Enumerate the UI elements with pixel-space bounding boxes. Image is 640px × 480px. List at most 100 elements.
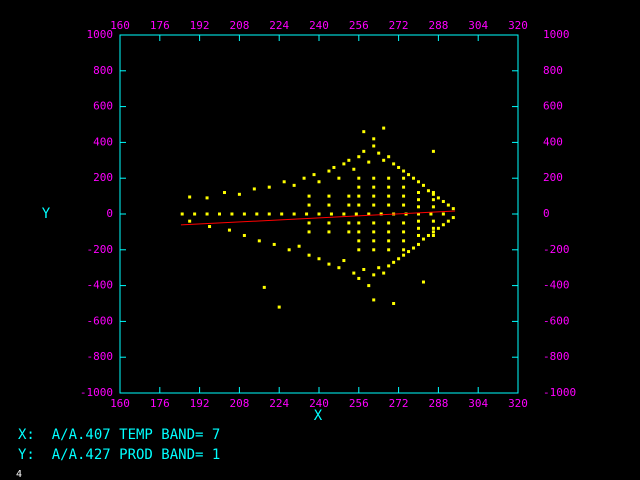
y-tick-label-right: 800 — [543, 64, 563, 77]
point — [255, 212, 259, 216]
point — [297, 244, 301, 248]
point — [387, 155, 391, 159]
y-axis-label: Y — [42, 206, 51, 222]
point — [367, 160, 371, 164]
point — [312, 173, 316, 177]
point — [402, 203, 406, 207]
point — [372, 273, 376, 277]
point — [347, 203, 351, 207]
point — [431, 192, 435, 196]
point — [327, 262, 331, 266]
point — [441, 223, 445, 227]
point — [372, 137, 376, 141]
point — [230, 212, 234, 216]
point — [342, 162, 346, 166]
point — [327, 221, 331, 225]
x-tick-label: 192 — [190, 397, 210, 410]
point — [387, 185, 391, 189]
y-tick-label-right: 1000 — [543, 28, 570, 41]
point — [402, 253, 406, 257]
point — [292, 212, 296, 216]
point — [362, 149, 366, 153]
footer: 4 — [16, 469, 22, 480]
point — [431, 149, 435, 153]
point — [337, 176, 341, 180]
point — [372, 185, 376, 189]
point — [372, 221, 376, 225]
x-tick-label-top: 240 — [309, 19, 329, 32]
point — [426, 233, 430, 237]
point — [307, 203, 311, 207]
point — [362, 267, 366, 271]
x-tick-label: 288 — [428, 397, 448, 410]
x-tick-label-top: 304 — [468, 19, 488, 32]
point — [372, 194, 376, 198]
point — [357, 239, 361, 243]
point — [451, 207, 455, 211]
y-tick-label: 1000 — [87, 28, 114, 41]
point — [372, 239, 376, 243]
point — [367, 212, 371, 216]
point — [397, 257, 401, 261]
point — [412, 176, 416, 180]
point — [377, 151, 381, 155]
point — [347, 230, 351, 234]
point — [426, 189, 430, 193]
point — [402, 176, 406, 180]
point — [429, 212, 433, 216]
y-tick-label: 0 — [106, 207, 113, 220]
point — [431, 233, 435, 237]
point — [188, 219, 192, 223]
x-tick-label: 304 — [468, 397, 488, 410]
y-info: Y: A/A.427 PROD BAND= 1 — [18, 447, 220, 463]
point — [362, 130, 366, 134]
point — [342, 212, 346, 216]
point — [287, 248, 291, 252]
point — [329, 212, 333, 216]
point — [431, 191, 435, 195]
y-tick-label: -200 — [87, 243, 114, 256]
x-tick-label: 160 — [110, 397, 130, 410]
point — [387, 176, 391, 180]
point — [357, 221, 361, 225]
y-tick-label: 200 — [93, 171, 113, 184]
y-tick-label: 800 — [93, 64, 113, 77]
point — [421, 280, 425, 284]
point — [372, 298, 376, 302]
point — [392, 260, 396, 264]
point — [357, 230, 361, 234]
point — [327, 230, 331, 234]
point — [441, 212, 445, 216]
point — [402, 230, 406, 234]
point — [431, 226, 435, 230]
point — [387, 221, 391, 225]
point — [317, 180, 321, 184]
point — [382, 158, 386, 162]
point — [327, 203, 331, 207]
y-tick-label-right: -1000 — [543, 386, 576, 399]
point — [417, 198, 420, 202]
point — [302, 176, 306, 180]
point — [382, 126, 386, 130]
point — [307, 194, 311, 198]
point — [441, 199, 445, 203]
point — [417, 205, 420, 209]
point — [347, 158, 351, 162]
y-tick-label-right: 600 — [543, 100, 563, 113]
point — [337, 266, 341, 270]
point — [305, 212, 309, 216]
point — [412, 246, 416, 250]
point — [180, 212, 184, 216]
x-tick-label-top: 320 — [508, 19, 528, 32]
point — [436, 196, 440, 200]
y-tick-label: -800 — [87, 350, 114, 363]
y-tick-label: -600 — [87, 314, 114, 327]
point — [357, 194, 361, 198]
point — [431, 219, 435, 223]
x-tick-label: 272 — [389, 397, 409, 410]
point — [352, 167, 356, 171]
point — [404, 212, 408, 216]
point — [282, 180, 286, 184]
y-tick-label: -400 — [87, 279, 114, 292]
